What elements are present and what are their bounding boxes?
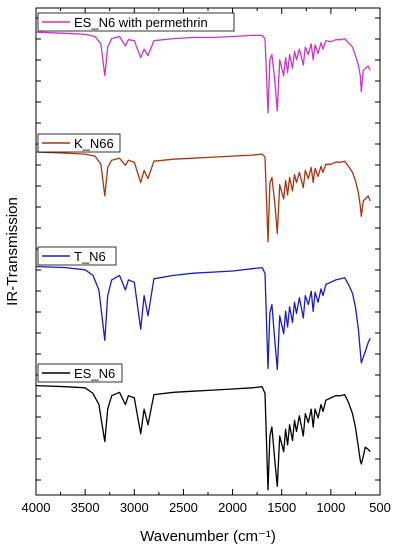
series-line-1 [35, 31, 371, 114]
legend-label: ES_N6 with permethrin [74, 15, 208, 30]
x-tick-label: 3000 [120, 500, 149, 515]
series-line-2 [35, 151, 371, 243]
x-tick-label: 1000 [316, 500, 345, 515]
series-lines [35, 31, 371, 491]
legend-label: ES_N6 [74, 366, 115, 381]
series-line-3 [35, 265, 371, 371]
x-tick-label: 3500 [71, 500, 100, 515]
legend-label: T_N6 [74, 249, 106, 264]
legend-boxes: ES_N6 with permethrin K_N66 T_N6 ES_N6 [37, 12, 235, 383]
x-tick-label: 1500 [267, 500, 296, 515]
series-line-4 [35, 384, 371, 491]
x-axis-title: Wavenumber (cm⁻¹) [140, 528, 276, 545]
x-tick-label: 2000 [218, 500, 247, 515]
legend-label: K_N66 [74, 136, 114, 151]
x-axis-tick-labels: 4000 3500 3000 2500 2000 1500 1000 500 [22, 500, 391, 515]
x-tick-label: 500 [369, 500, 391, 515]
legend-box [37, 133, 121, 153]
x-tick-label: 4000 [22, 500, 51, 515]
x-tick-label: 2500 [169, 500, 198, 515]
legend-box [37, 246, 117, 266]
legend-box [37, 363, 123, 383]
y-axis-ticks [36, 17, 380, 481]
y-axis-title: IR-Transmission [4, 197, 21, 306]
legend-box [37, 12, 235, 32]
